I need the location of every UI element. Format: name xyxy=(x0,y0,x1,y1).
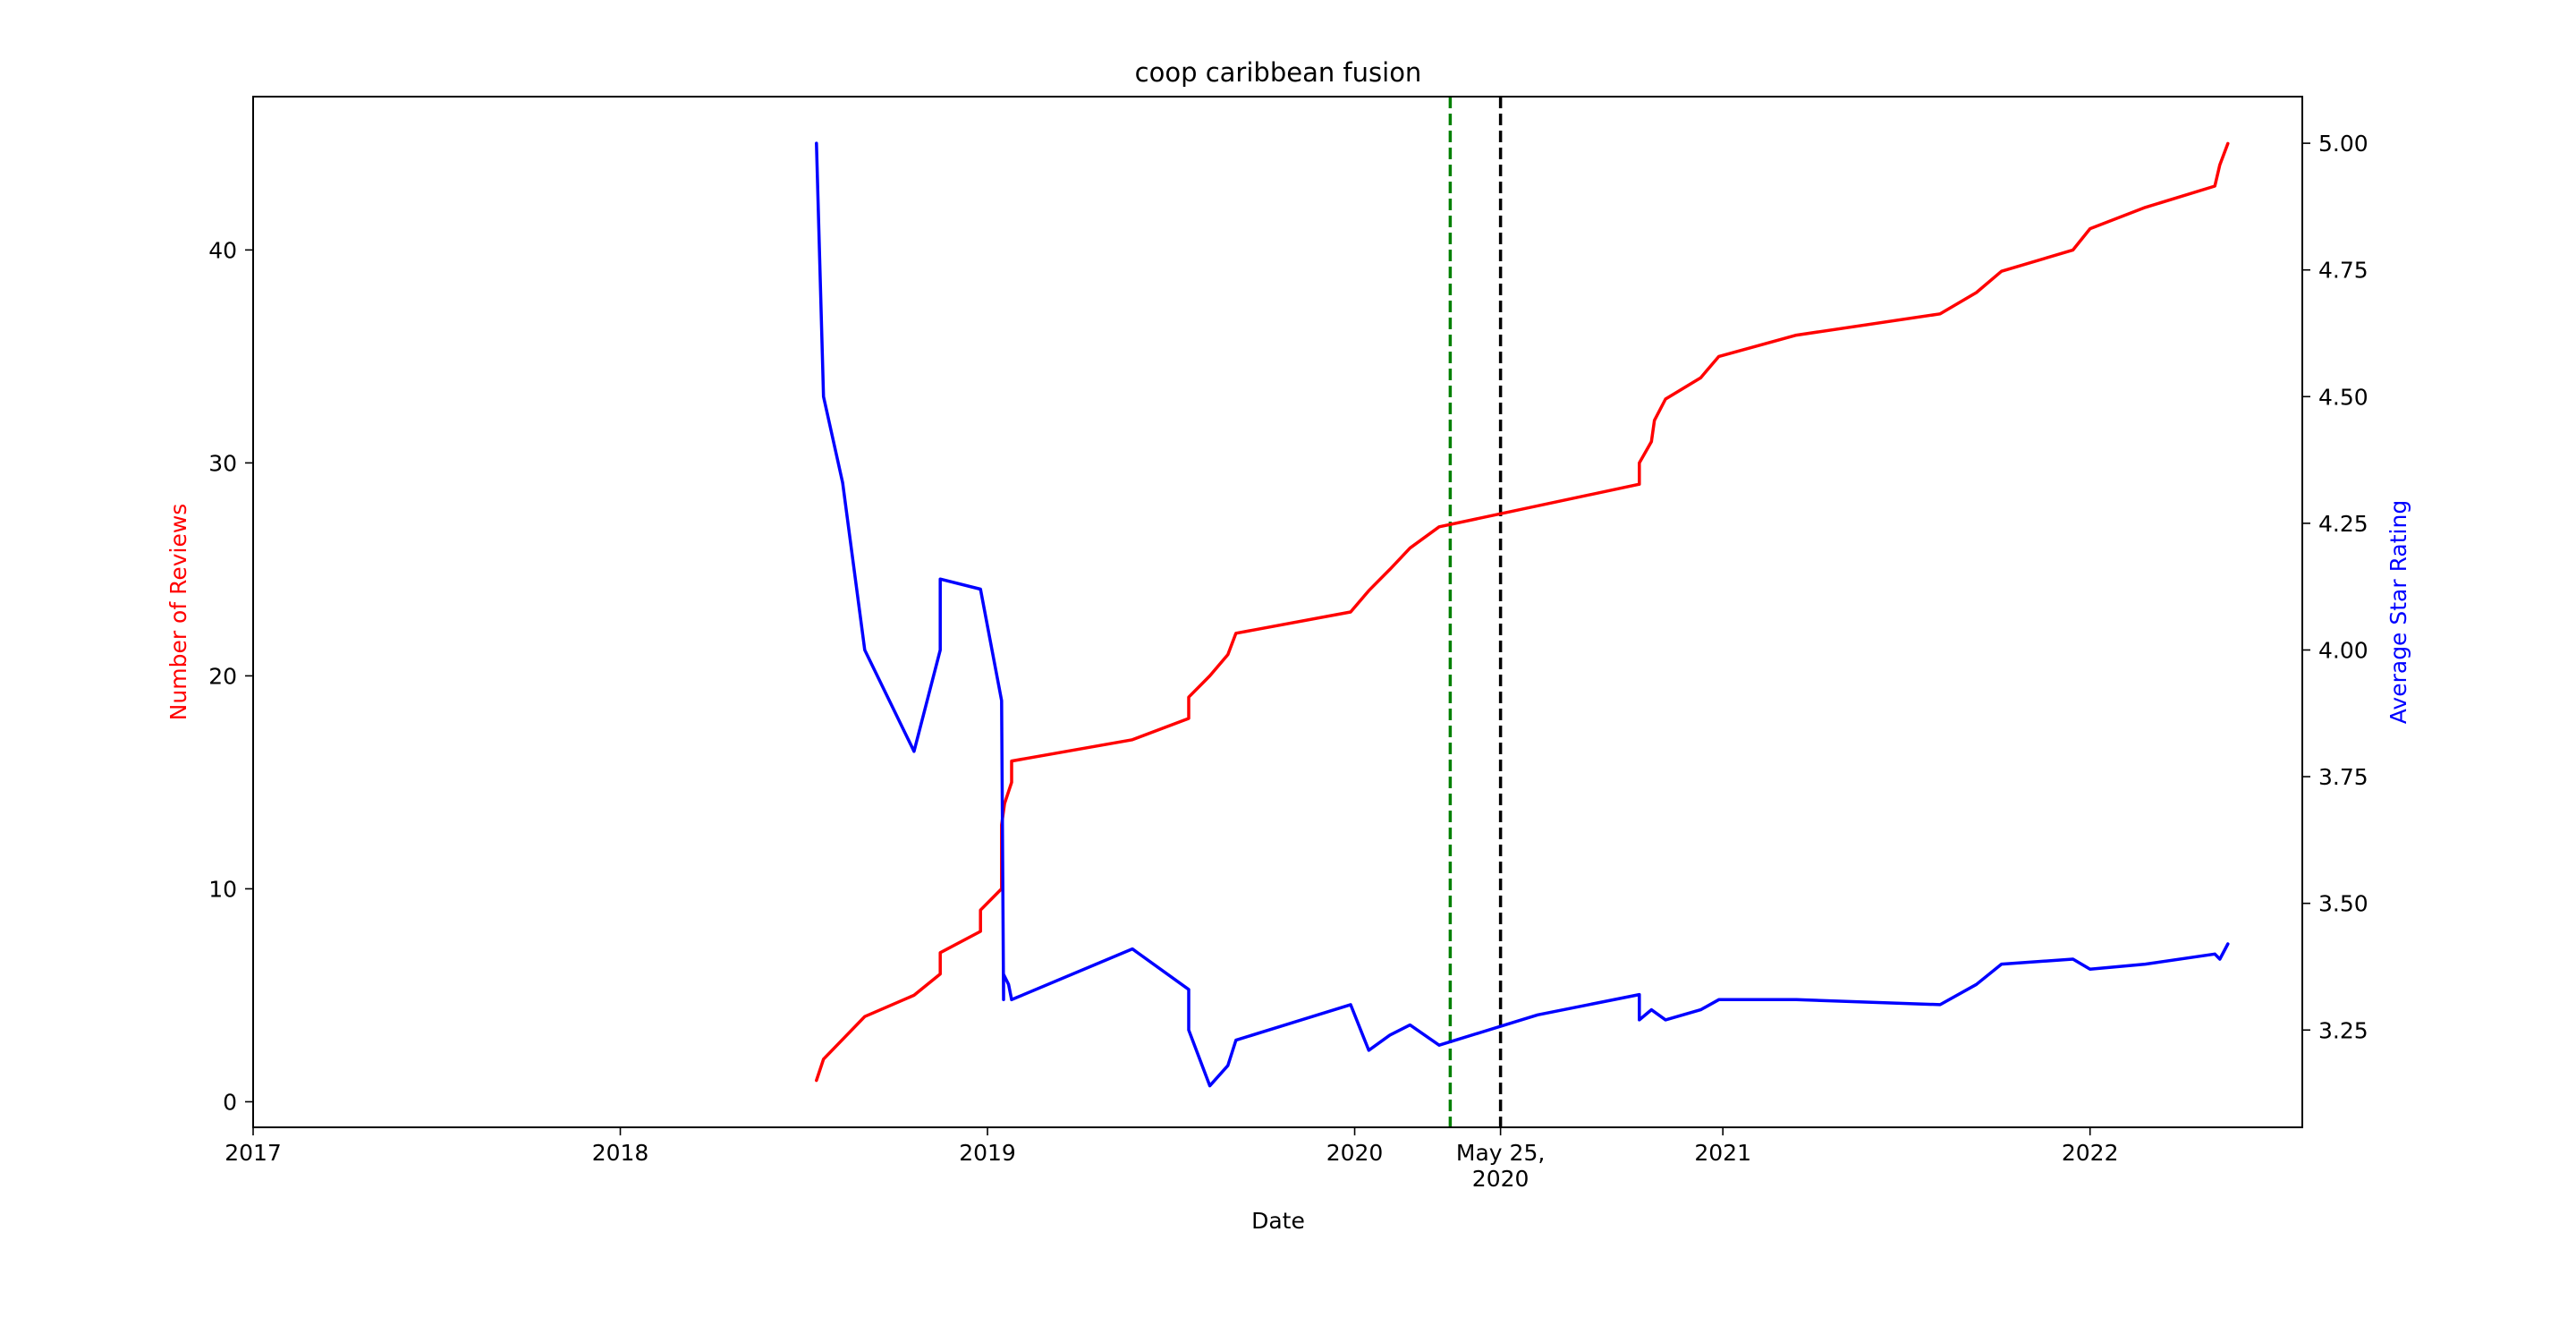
x-tick-label: May 25, xyxy=(1456,1140,1545,1166)
right-y-axis-ticks: 3.25 3.50 3.75 4.00 4.25 4.50 4.75 5.00 xyxy=(2302,131,2368,1043)
reviews-count-line xyxy=(815,141,2230,1083)
star-rating-line xyxy=(815,141,2230,1088)
chart-title: coop caribbean fusion xyxy=(1135,57,1422,88)
x-tick-label-line2: 2020 xyxy=(1472,1166,1530,1192)
right-y-tick-label: 3.25 xyxy=(2318,1017,2368,1043)
plot-frame xyxy=(252,96,2303,1128)
x-tick-label: 2020 xyxy=(1326,1140,1384,1166)
right-y-axis-label: Average Star Rating xyxy=(2385,500,2411,724)
right-y-tick-label: 3.50 xyxy=(2318,891,2368,917)
left-y-tick-label: 20 xyxy=(208,663,237,689)
x-axis-label: Date xyxy=(1251,1208,1305,1234)
x-tick-label: 2017 xyxy=(225,1140,282,1166)
left-y-tick-label: 0 xyxy=(223,1089,237,1115)
left-y-tick-label: 30 xyxy=(208,450,237,476)
right-y-tick-label: 3.75 xyxy=(2318,764,2368,790)
right-y-tick-label: 5.00 xyxy=(2318,131,2368,157)
left-y-axis-label: Number of Reviews xyxy=(165,504,191,721)
x-tick-label: 2021 xyxy=(1694,1140,1751,1166)
right-y-tick-label: 4.00 xyxy=(2318,637,2368,663)
right-y-tick-label: 4.25 xyxy=(2318,511,2368,537)
right-y-tick-label: 4.50 xyxy=(2318,384,2368,410)
right-y-tick-label: 4.75 xyxy=(2318,258,2368,284)
x-tick-label: 2022 xyxy=(2062,1140,2119,1166)
x-tick-label: 2018 xyxy=(592,1140,649,1166)
left-y-tick-label: 10 xyxy=(208,876,237,902)
reference-lines xyxy=(1448,97,1503,1127)
left-y-tick-label: 40 xyxy=(208,237,237,263)
series-lines xyxy=(815,141,2230,1088)
left-y-axis-ticks: 0 10 20 30 40 xyxy=(208,237,253,1115)
x-tick-label: 2019 xyxy=(959,1140,1016,1166)
